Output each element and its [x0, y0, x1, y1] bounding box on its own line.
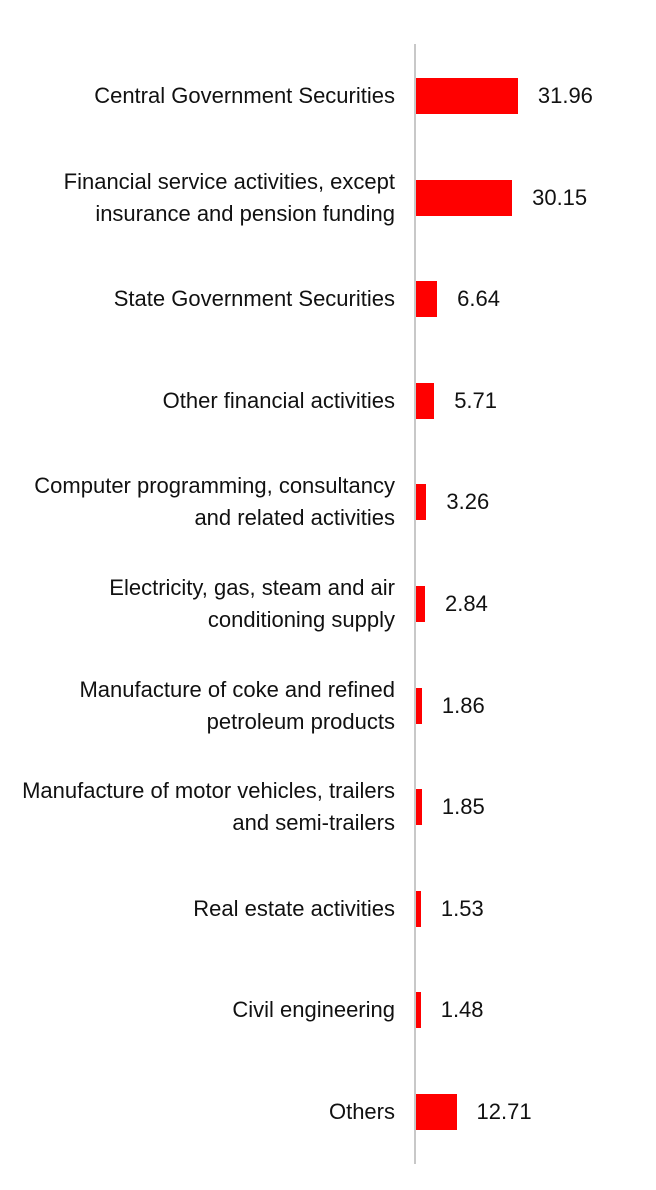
category-label: State Government Securities — [113, 286, 395, 312]
category-axis-line — [414, 44, 416, 1164]
category-label: Real estate activities — [193, 895, 395, 921]
category-label: Civil engineering — [232, 997, 395, 1023]
value-label: 1.48 — [440, 997, 484, 1023]
bar — [416, 382, 435, 419]
bar — [416, 789, 422, 826]
category-label: Manufacture of coke and refined petroleu… — [79, 676, 395, 734]
value-label: 1.53 — [440, 895, 484, 921]
category-label: Others — [328, 1099, 395, 1124]
bar — [416, 890, 421, 927]
value-label: 1.85 — [441, 794, 485, 820]
category-label: Central Government Securities — [94, 83, 395, 108]
bar — [416, 78, 518, 114]
value-label: 2.84 — [445, 591, 488, 616]
value-label: 6.64 — [457, 286, 500, 312]
value-label: 3.26 — [446, 489, 490, 515]
bar — [416, 484, 427, 521]
value-label: 12.71 — [476, 1099, 532, 1124]
bar — [416, 992, 421, 1029]
bar — [416, 1094, 457, 1130]
value-label: 30.15 — [532, 184, 588, 210]
category-label: Electricity, gas, steam and air conditio… — [109, 575, 395, 632]
bar — [416, 179, 513, 216]
bar — [416, 281, 438, 318]
bar — [416, 586, 426, 622]
category-label: Financial service activities, except ins… — [63, 168, 395, 226]
category-label: Computer programming, consultancy and re… — [34, 473, 395, 531]
category-label: Other financial activities — [162, 387, 395, 413]
bar — [416, 687, 422, 724]
value-label: 5.71 — [454, 387, 498, 413]
value-label: 31.96 — [537, 83, 593, 108]
value-label: 1.86 — [441, 692, 485, 718]
category-label: Manufacture of motor vehicles, trailers … — [22, 778, 395, 836]
